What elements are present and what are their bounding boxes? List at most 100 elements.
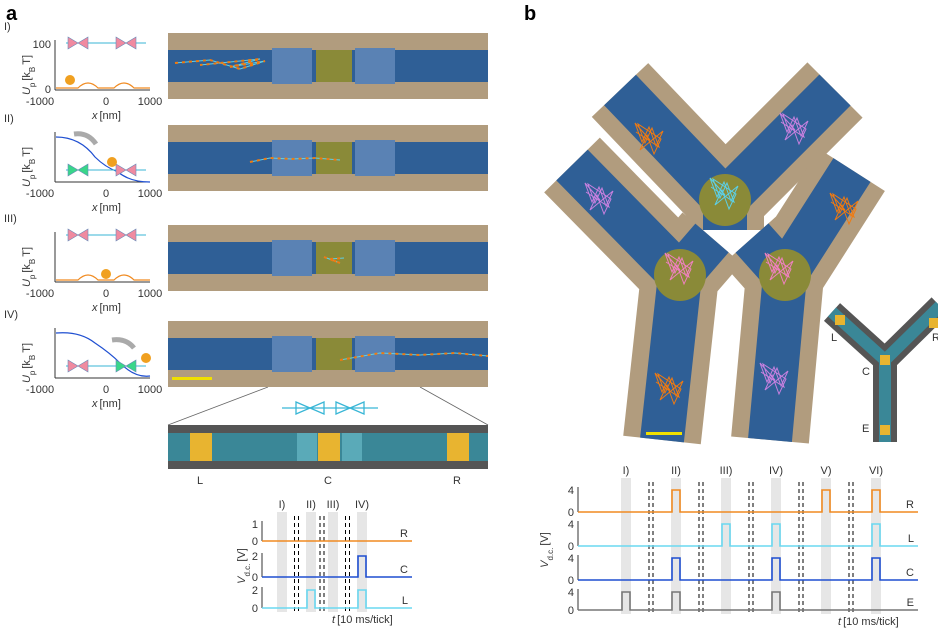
axis-label: Up[kBT] xyxy=(21,343,37,383)
label-part: [nm] xyxy=(100,110,121,122)
label-part: x xyxy=(91,110,98,122)
center-pad xyxy=(316,242,352,274)
constriction xyxy=(272,48,312,84)
diode xyxy=(68,360,88,372)
x-tick-label: 1000 xyxy=(138,288,162,300)
label-part: U xyxy=(21,179,33,187)
x-tick-label: -1000 xyxy=(26,288,54,300)
diode xyxy=(68,229,88,241)
row-label: II) xyxy=(4,113,14,125)
label-part: x xyxy=(91,398,98,410)
channel-name: R xyxy=(400,528,408,540)
label-part: T] xyxy=(21,55,33,65)
axis-label: Up[kBT] xyxy=(21,247,37,287)
channel-label: E xyxy=(862,423,869,435)
electrode xyxy=(880,425,890,435)
diode xyxy=(116,37,136,49)
label-part: B xyxy=(28,355,37,360)
x-tick-label: 0 xyxy=(103,384,109,396)
phase-label: IV) xyxy=(769,465,783,477)
x-tick-label: 1000 xyxy=(138,96,162,108)
panel-label: b xyxy=(524,3,536,25)
diode xyxy=(68,37,88,49)
y-tick-label: 4 xyxy=(568,519,574,531)
constriction xyxy=(272,240,312,276)
x-tick-label: 0 xyxy=(103,188,109,200)
axis-label: Vd.c.[V] xyxy=(236,548,252,584)
y-tick-label: 2 xyxy=(252,551,258,563)
diode xyxy=(116,164,136,176)
axis-label: x[nm] xyxy=(91,202,121,214)
phase-label: II) xyxy=(306,499,316,511)
phase-label: I) xyxy=(623,465,630,477)
axis-label: Up[kBT] xyxy=(21,147,37,187)
phase-label: V) xyxy=(821,465,832,477)
electrode xyxy=(929,318,938,328)
diode xyxy=(116,229,136,241)
axis-label: x[nm] xyxy=(91,398,121,410)
phase-label: IV) xyxy=(355,499,369,511)
label-part: [nm] xyxy=(100,202,121,214)
channel-label: L xyxy=(831,332,837,344)
phase-label: III) xyxy=(720,465,733,477)
center-pad xyxy=(316,50,352,82)
x-tick-label: -1000 xyxy=(26,384,54,396)
label-part: U xyxy=(21,87,33,95)
center-pad xyxy=(654,249,706,301)
x-tick-label: 0 xyxy=(103,288,109,300)
label-part: [nm] xyxy=(100,398,121,410)
y-tick-label: 0 xyxy=(568,507,574,519)
arrow xyxy=(74,134,96,144)
label-part: T] xyxy=(21,247,33,257)
channel-label: R xyxy=(453,475,461,487)
channel-label: L xyxy=(197,475,203,487)
channel-name: L xyxy=(402,595,408,607)
center-pad xyxy=(316,338,352,370)
scale-bar xyxy=(646,432,682,435)
axis-label: x[nm] xyxy=(91,302,121,314)
phase-band xyxy=(328,512,338,612)
label-part: d.c. xyxy=(546,548,555,561)
phase-label: III) xyxy=(327,499,340,511)
channel-label: C xyxy=(324,475,332,487)
axis-label: x[nm] xyxy=(91,110,121,122)
row-label: I) xyxy=(4,21,11,33)
y-tick-label: 4 xyxy=(568,485,574,497)
y-tick-label: 0 xyxy=(252,536,258,548)
axis-label: t[10 ms/tick] xyxy=(332,614,393,626)
label-part: T] xyxy=(21,147,33,157)
label-part: p xyxy=(28,174,37,179)
label-part: B xyxy=(28,159,37,164)
phase-label: II) xyxy=(671,465,681,477)
diode-symbol xyxy=(282,402,378,414)
label-part: p xyxy=(28,82,37,87)
electrode xyxy=(880,355,890,365)
schematic-y xyxy=(832,306,938,442)
y-tick-label: 0 xyxy=(568,605,574,617)
scale-bar xyxy=(172,377,212,380)
label-part: x xyxy=(91,202,98,214)
label-part: p xyxy=(28,370,37,375)
label-part: d.c. xyxy=(243,564,252,577)
y-tick-label: 2 xyxy=(252,585,258,597)
label-part: t xyxy=(838,616,842,628)
center-pad xyxy=(699,174,751,226)
x-tick-label: 0 xyxy=(103,96,109,108)
phase-band xyxy=(277,512,287,612)
y-tick-label: 0 xyxy=(568,575,574,587)
label-part: T] xyxy=(21,343,33,353)
channel-name: R xyxy=(906,499,914,511)
figure: a b I)Up[kBT]-100001000x[nm]1000II)Up[kB… xyxy=(0,0,938,636)
y-tick-label: 100 xyxy=(33,39,51,51)
x-tick-label: -1000 xyxy=(26,188,54,200)
label-part: t xyxy=(332,614,336,626)
channel-name: E xyxy=(907,597,914,609)
arrow xyxy=(112,340,134,348)
particle xyxy=(65,75,75,85)
label-part: x xyxy=(91,302,98,314)
label-part: [10 ms/tick] xyxy=(337,614,393,626)
x-tick-label: 1000 xyxy=(138,188,162,200)
particle xyxy=(141,353,151,363)
electrode xyxy=(835,315,845,325)
y-tick-label: 1 xyxy=(252,519,258,531)
